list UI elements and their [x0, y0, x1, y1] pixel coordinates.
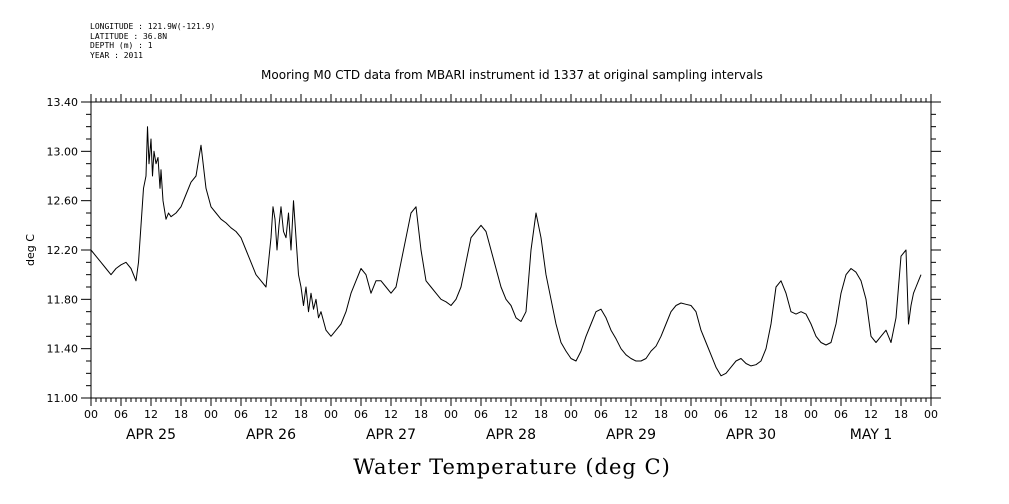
x-day-label: APR 27	[366, 427, 416, 443]
x-axis: 00 06 12 18 00 06 12 18 00 06 12 18 00 06 12 18 00 06 12 18…	[84, 94, 938, 443]
x-hour-label: 12	[384, 408, 398, 421]
x-hour-label: 00	[924, 408, 938, 421]
y-tick-label: 11.00	[47, 392, 79, 405]
x-day-label: MAY 1	[850, 427, 892, 443]
y-tick-label: 11.40	[47, 343, 79, 356]
y-tick-label: 12.60	[47, 195, 79, 208]
x-hour-label: 00	[564, 408, 578, 421]
x-hour-label: 06	[234, 408, 248, 421]
x-hour-label: 06	[114, 408, 128, 421]
x-axis-title: Water Temperature (deg C)	[353, 455, 671, 479]
temperature-series-line	[90, 126, 922, 377]
y-tick-label: 13.00	[47, 145, 79, 158]
x-day-label: APR 28	[486, 427, 536, 443]
year-label: YEAR : 2011	[90, 50, 143, 60]
x-hour-label: 00	[444, 408, 458, 421]
y-tick-label: 11.80	[47, 293, 79, 306]
x-hour-label: 00	[84, 408, 98, 421]
x-hour-label: 12	[624, 408, 638, 421]
y-axis-label: deg C	[24, 234, 37, 266]
chart-title: Mooring M0 CTD data from MBARI instrumen…	[261, 68, 763, 82]
plot-border	[90, 101, 932, 399]
x-hour-label: 18	[534, 408, 548, 421]
x-hour-label: 18	[894, 408, 908, 421]
x-hour-label: 18	[414, 408, 428, 421]
y-tick-label: 12.20	[47, 244, 79, 257]
x-hour-label: 00	[684, 408, 698, 421]
x-hour-label: 18	[294, 408, 308, 421]
x-hour-label: 06	[594, 408, 608, 421]
depth-label: DEPTH (m) : 1	[90, 41, 153, 50]
x-hour-label: 06	[834, 408, 848, 421]
y-tick-label: 13.40	[47, 96, 79, 109]
x-hour-label: 06	[354, 408, 368, 421]
x-hour-label: 12	[144, 408, 158, 421]
x-day-label: APR 29	[606, 427, 656, 443]
x-hour-label: 12	[744, 408, 758, 421]
y-axis: 11.00 11.40 11.80 12.20 12.60 13.00 13.40	[47, 96, 941, 405]
x-hour-label: 00	[204, 408, 218, 421]
x-day-label: APR 26	[246, 427, 296, 443]
x-hour-label: 06	[474, 408, 488, 421]
x-hour-label: 12	[864, 408, 878, 421]
x-hour-label: 12	[504, 408, 518, 421]
x-hour-label: 18	[774, 408, 788, 421]
longitude-label: LONGITUDE : 121.9W(-121.9)	[90, 22, 216, 31]
metadata-block: LONGITUDE : 121.9W(-121.9) LATITUDE : 36…	[90, 22, 215, 60]
plot-area	[90, 101, 932, 399]
x-day-label: APR 25	[126, 427, 176, 443]
x-hour-label: 00	[804, 408, 818, 421]
x-hour-label: 12	[264, 408, 278, 421]
x-hour-label: 18	[174, 408, 188, 421]
x-hour-label: 00	[324, 408, 338, 421]
x-hour-label: 18	[654, 408, 668, 421]
x-day-label: APR 30	[726, 427, 776, 443]
series-group	[90, 126, 922, 377]
x-hour-label: 06	[714, 408, 728, 421]
latitude-label: LATITUDE : 36.8N	[90, 31, 168, 41]
